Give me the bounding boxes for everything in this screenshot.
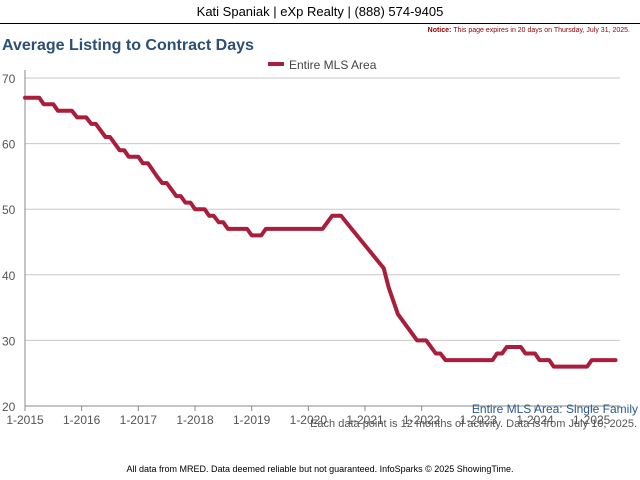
chart-subtitle: Entire MLS Area: Single Family bbox=[471, 402, 638, 416]
x-tick-label: 1-2020 bbox=[290, 413, 328, 427]
chart-title: Average Listing to Contract Days bbox=[2, 37, 254, 54]
agent-header: Kati Spaniak | eXp Realty | (888) 574-94… bbox=[0, 0, 640, 24]
x-tick-label: 1-2024 bbox=[516, 413, 554, 427]
x-tick-label: 1-2017 bbox=[120, 413, 158, 427]
expiry-notice: Notice: This page expires in 20 days on … bbox=[428, 27, 630, 34]
notice-label: Notice: bbox=[427, 27, 452, 34]
y-tick-label: 20 bbox=[2, 400, 16, 414]
x-tick-label: 1-2019 bbox=[233, 413, 271, 427]
x-tick-label: 1-2015 bbox=[6, 413, 44, 427]
y-tick-label: 50 bbox=[2, 203, 16, 217]
footer-disclaimer: All data from MRED. Data deemed reliable… bbox=[126, 464, 514, 474]
agent-line: Kati Spaniak | eXp Realty | (888) 574-94… bbox=[196, 4, 444, 19]
x-tick-label: 1-2016 bbox=[63, 413, 101, 427]
legend-label: Entire MLS Area bbox=[289, 58, 377, 72]
x-tick-label: 1-2021 bbox=[346, 413, 384, 427]
series-line-0 bbox=[23, 95, 618, 369]
y-tick-label: 30 bbox=[2, 334, 16, 348]
y-tick-label: 40 bbox=[2, 269, 16, 283]
data-note: Each data point is 12 months of activity… bbox=[310, 418, 637, 430]
x-tick-label: 1-2023 bbox=[460, 413, 498, 427]
y-tick-label: 70 bbox=[2, 72, 16, 86]
x-tick-label: 1-2025 bbox=[573, 413, 611, 427]
x-tick-label: 1-2018 bbox=[176, 413, 214, 427]
y-tick-label: 60 bbox=[2, 138, 16, 152]
x-tick-label: 1-2022 bbox=[403, 413, 441, 427]
notice-text: This page expires in 20 days on Thursday… bbox=[453, 27, 630, 34]
